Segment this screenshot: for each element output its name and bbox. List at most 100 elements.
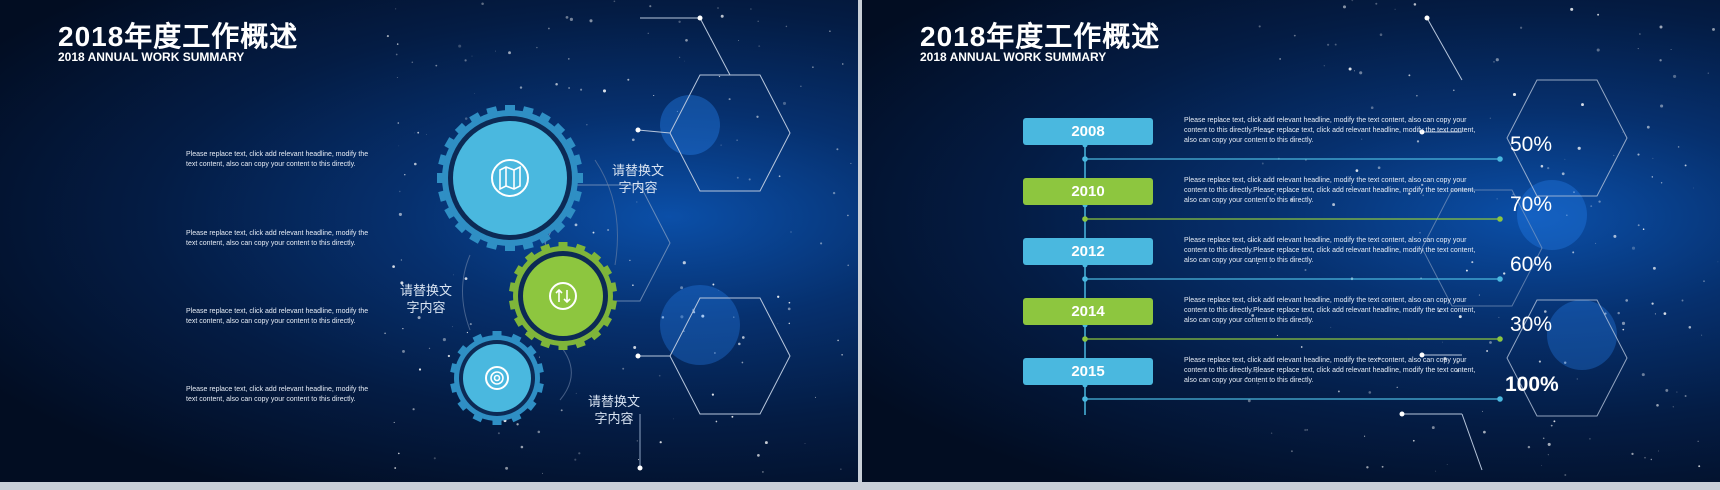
star — [1332, 203, 1336, 207]
star — [1257, 383, 1259, 385]
star — [1261, 162, 1264, 165]
star — [1364, 435, 1366, 437]
timeline-dot — [1082, 156, 1088, 162]
star — [1446, 464, 1448, 465]
star — [1413, 3, 1417, 6]
star — [788, 322, 791, 325]
star — [1656, 403, 1659, 407]
star — [1255, 370, 1258, 373]
star — [1293, 34, 1296, 37]
star — [1564, 158, 1566, 160]
star — [1377, 166, 1381, 170]
star — [804, 443, 806, 444]
star — [567, 58, 570, 60]
star — [701, 314, 705, 318]
star — [428, 347, 431, 350]
star — [519, 86, 523, 89]
gear-small — [450, 331, 544, 425]
gear-tooth — [505, 105, 515, 113]
star — [1270, 432, 1273, 434]
star — [1572, 251, 1575, 254]
star — [1381, 465, 1384, 468]
star — [1471, 261, 1474, 264]
glow-spot — [660, 285, 740, 365]
star — [613, 0, 616, 3]
star — [1644, 456, 1646, 459]
star — [1276, 334, 1278, 336]
star — [1323, 65, 1325, 67]
slide-right: 2018年度工作概述 2018 ANNUAL WORK SUMMARY 2008… — [862, 0, 1720, 482]
star — [661, 316, 665, 319]
timeline-percent: 70% — [1510, 193, 1553, 216]
star — [1378, 357, 1381, 360]
timeline-percent: 30% — [1510, 313, 1553, 336]
star — [394, 467, 397, 469]
star — [1693, 187, 1695, 189]
star — [402, 328, 404, 330]
star — [1576, 378, 1578, 380]
starfield — [1245, 0, 1719, 476]
star — [1290, 450, 1293, 453]
star — [1478, 294, 1480, 296]
star — [466, 331, 469, 334]
star — [413, 162, 417, 166]
star — [1483, 430, 1486, 434]
lifebuoy-icon — [490, 371, 504, 385]
star — [555, 83, 558, 86]
star — [1274, 193, 1277, 196]
star — [1641, 373, 1645, 377]
star — [718, 75, 721, 78]
page-subtitle: 2018 ANNUAL WORK SUMMARY — [920, 50, 1107, 64]
star — [396, 43, 399, 45]
star — [850, 162, 852, 164]
star — [442, 338, 446, 342]
star — [1294, 129, 1298, 133]
hexagon-outline — [1506, 79, 1628, 197]
star — [398, 212, 402, 216]
star — [1652, 157, 1654, 159]
gear-tooth — [457, 345, 469, 357]
star — [1361, 138, 1363, 140]
star — [1590, 205, 1593, 208]
star — [1544, 310, 1547, 313]
star — [1654, 313, 1656, 315]
star — [1573, 191, 1575, 193]
star — [565, 16, 569, 19]
star — [1412, 439, 1415, 442]
star — [398, 145, 400, 147]
star — [393, 421, 395, 423]
timeline-year-box: 2012 — [1023, 238, 1153, 265]
gear-tooth — [558, 343, 568, 350]
star — [1637, 153, 1640, 156]
gear-tooth — [589, 251, 602, 263]
star — [560, 409, 563, 412]
star — [1639, 33, 1641, 35]
star — [1550, 424, 1553, 427]
star — [736, 176, 739, 179]
star — [505, 466, 509, 470]
timeline-percent: 60% — [1510, 253, 1553, 276]
star — [1267, 195, 1269, 198]
page-subtitle: 2018 ANNUAL WORK SUMMARY — [58, 50, 245, 64]
star — [520, 445, 524, 449]
star — [1251, 314, 1255, 317]
gear-label-3: 请替换文 字内容 — [587, 394, 640, 426]
starfield — [384, 0, 852, 474]
star — [404, 174, 406, 176]
hexagon-outline — [544, 184, 671, 302]
star — [711, 393, 714, 396]
star — [395, 53, 398, 56]
star — [426, 134, 427, 135]
star — [1408, 192, 1411, 195]
star — [1334, 43, 1337, 46]
timeline-text: Please replace text, click add relevant … — [1184, 177, 1476, 204]
star — [653, 94, 655, 97]
star — [575, 392, 577, 394]
star — [1547, 454, 1549, 456]
star — [1541, 465, 1542, 466]
star — [1688, 326, 1692, 329]
star — [1250, 239, 1253, 242]
star — [715, 420, 718, 423]
star — [607, 228, 610, 232]
timeline-year-box: 2014 — [1023, 298, 1153, 325]
